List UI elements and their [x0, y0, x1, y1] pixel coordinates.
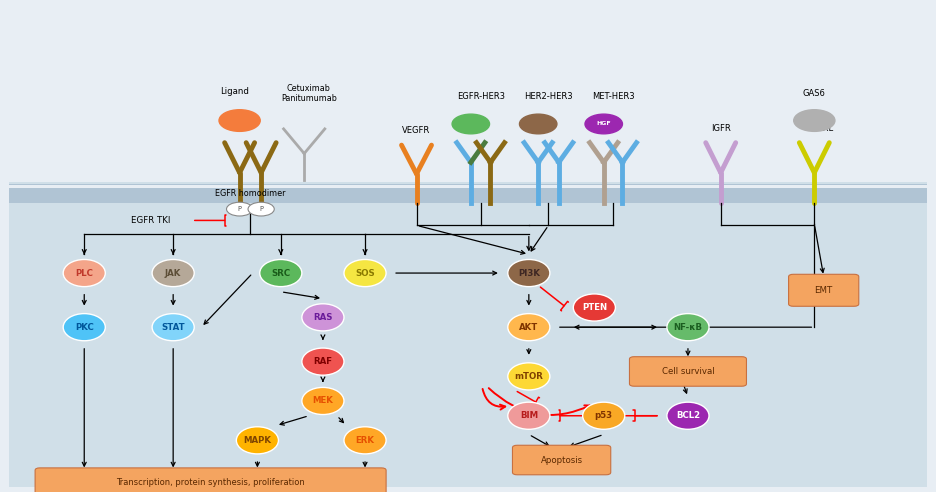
Ellipse shape [301, 387, 344, 415]
Circle shape [794, 110, 835, 131]
Text: P: P [259, 206, 263, 212]
Ellipse shape [152, 313, 195, 341]
Text: JAK: JAK [165, 269, 182, 277]
FancyBboxPatch shape [630, 357, 747, 386]
Text: RAS: RAS [314, 313, 332, 322]
Ellipse shape [260, 259, 302, 287]
Text: EGFR homodimer: EGFR homodimer [215, 189, 285, 198]
Text: MET-HER3: MET-HER3 [592, 92, 635, 101]
Ellipse shape [344, 259, 387, 287]
Text: P: P [238, 206, 241, 212]
Text: BIM: BIM [519, 411, 538, 420]
Text: EGFR-HER3: EGFR-HER3 [457, 92, 505, 101]
Ellipse shape [507, 363, 549, 390]
Ellipse shape [64, 259, 105, 287]
Text: AXL: AXL [817, 124, 834, 133]
FancyBboxPatch shape [513, 445, 611, 475]
Text: ERK: ERK [356, 436, 374, 445]
Circle shape [585, 114, 622, 134]
Text: VEGFR: VEGFR [402, 126, 431, 135]
FancyBboxPatch shape [789, 275, 859, 306]
Ellipse shape [301, 348, 344, 375]
Ellipse shape [507, 402, 549, 430]
Text: EMT: EMT [814, 286, 833, 295]
Text: mTOR: mTOR [515, 372, 543, 381]
Text: PI3K: PI3K [518, 269, 540, 277]
Ellipse shape [152, 259, 195, 287]
Ellipse shape [574, 294, 616, 321]
Text: Cell survival: Cell survival [662, 367, 714, 376]
Text: Ligand: Ligand [221, 87, 249, 96]
Circle shape [219, 110, 260, 131]
Text: EGFR TKI: EGFR TKI [131, 216, 170, 225]
Bar [9, 182, 927, 487]
Text: PKC: PKC [75, 323, 94, 332]
Text: Transcription, protein synthesis, proliferation: Transcription, protein synthesis, prolif… [116, 478, 305, 487]
Ellipse shape [507, 259, 549, 287]
Ellipse shape [667, 313, 709, 341]
Text: RAF: RAF [314, 357, 332, 366]
Ellipse shape [237, 427, 279, 454]
Text: HER2-HER3: HER2-HER3 [524, 92, 573, 101]
Bar [9, 184, 927, 203]
Ellipse shape [667, 402, 709, 430]
Ellipse shape [583, 402, 625, 430]
Text: PLC: PLC [75, 269, 94, 277]
Circle shape [227, 202, 253, 216]
Text: STAT: STAT [161, 323, 185, 332]
Ellipse shape [64, 313, 105, 341]
Circle shape [248, 202, 274, 216]
Text: HGF: HGF [596, 122, 611, 126]
Text: Apoptosis: Apoptosis [540, 456, 583, 464]
Text: NF-κB: NF-κB [674, 323, 702, 332]
Text: BCL2: BCL2 [676, 411, 700, 420]
Text: p53: p53 [594, 411, 613, 420]
Text: SRC: SRC [271, 269, 290, 277]
Circle shape [519, 114, 557, 134]
Text: AKT: AKT [519, 323, 538, 332]
Text: IGFR: IGFR [710, 124, 731, 133]
Text: GAS6: GAS6 [803, 90, 826, 98]
Ellipse shape [301, 304, 344, 331]
Text: MAPK: MAPK [243, 436, 271, 445]
Text: PTEN: PTEN [582, 303, 607, 312]
Ellipse shape [507, 313, 549, 341]
Text: Cetuximab
Panitumumab: Cetuximab Panitumumab [281, 84, 337, 103]
Circle shape [452, 114, 490, 134]
Bar [9, 185, 927, 188]
FancyBboxPatch shape [36, 468, 387, 492]
Text: MEK: MEK [313, 397, 333, 405]
Ellipse shape [344, 427, 387, 454]
Text: SOS: SOS [355, 269, 375, 277]
